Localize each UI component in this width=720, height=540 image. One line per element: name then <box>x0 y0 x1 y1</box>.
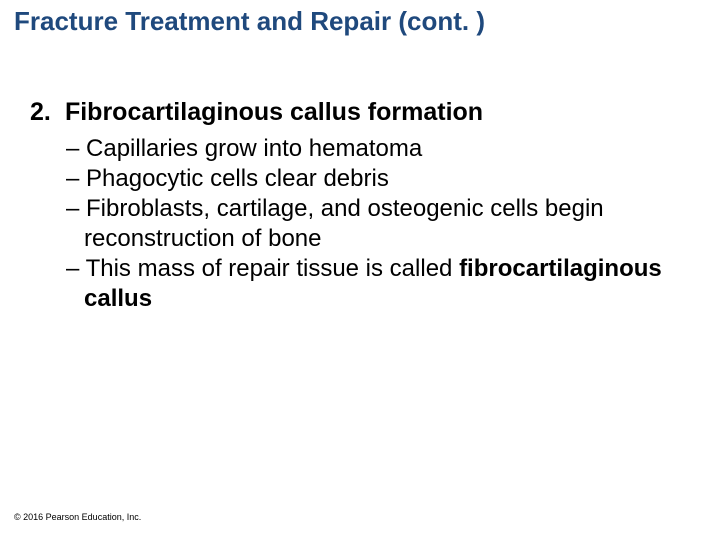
dash-icon: – <box>66 165 86 192</box>
numbered-heading: 2. Fibrocartilaginous callus formation <box>30 98 680 127</box>
list-number: 2. <box>30 98 58 127</box>
bullet-text: Phagocytic cells clear debris <box>86 165 389 192</box>
bullet-text: This mass of repair tissue is called <box>86 255 459 282</box>
copyright-text: © 2016 Pearson Education, Inc. <box>14 512 141 522</box>
bullet-item: – This mass of repair tissue is called f… <box>66 254 680 314</box>
dash-icon: – <box>66 135 86 162</box>
bullet-item: – Capillaries grow into hematoma <box>66 134 680 164</box>
bullet-text: Capillaries grow into hematoma <box>86 135 422 162</box>
bullet-list: – Capillaries grow into hematoma– Phagoc… <box>66 134 680 314</box>
dash-icon: – <box>66 255 86 282</box>
slide-title: Fracture Treatment and Repair (cont. ) <box>14 6 706 37</box>
bullet-text: Fibroblasts, cartilage, and osteogenic c… <box>84 195 604 252</box>
bullet-item: – Fibroblasts, cartilage, and osteogenic… <box>66 194 680 254</box>
bullet-item: – Phagocytic cells clear debris <box>66 164 680 194</box>
list-heading-text: Fibrocartilaginous callus formation <box>65 98 483 126</box>
dash-icon: – <box>66 195 86 222</box>
